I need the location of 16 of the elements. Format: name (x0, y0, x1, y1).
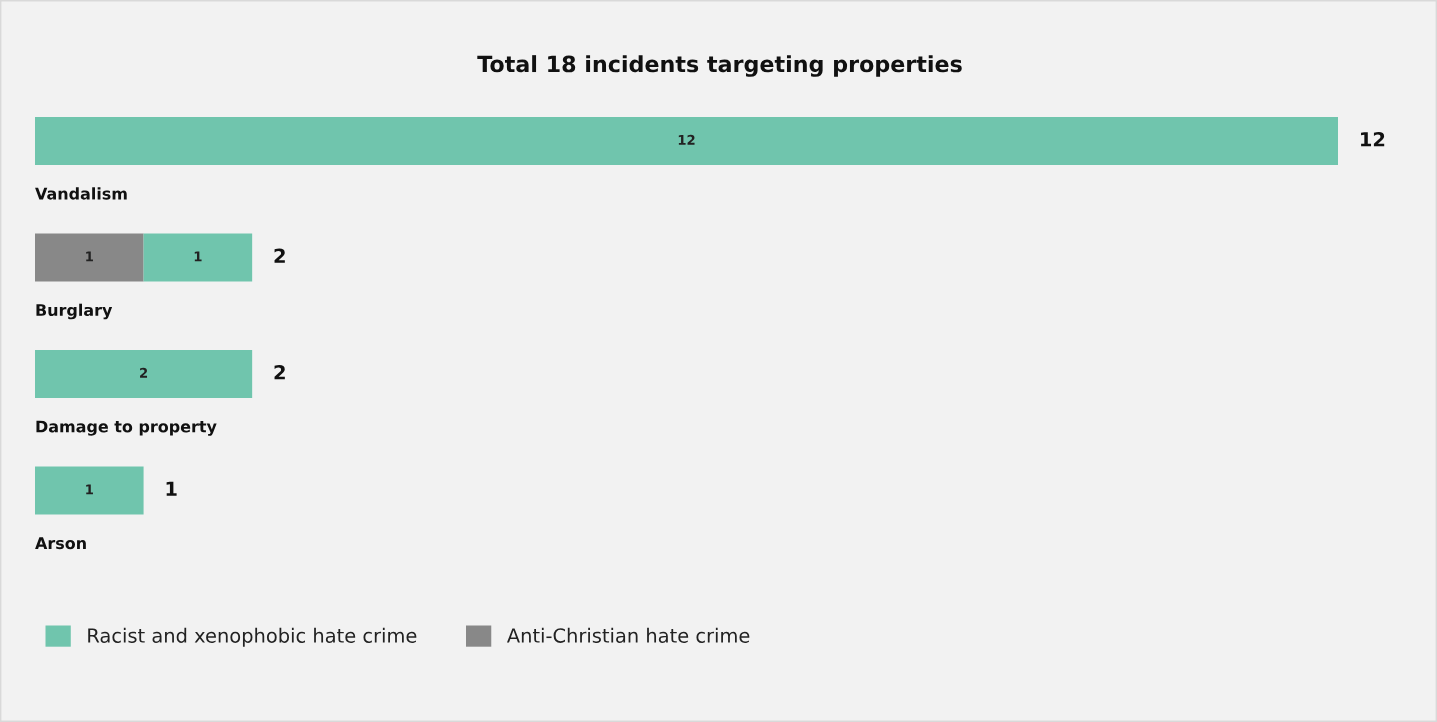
total-label: 2 (274, 248, 285, 263)
data-label: 1 (194, 251, 202, 262)
y-tick-label: Burglary (36, 303, 113, 320)
y-tick-label: Damage to property (36, 420, 217, 436)
chart-title: Total 18 incidents targeting properties (477, 55, 962, 77)
data-label: 12 (678, 134, 695, 145)
total-label: 12 (1361, 131, 1385, 147)
legend-label: Racist and xenophobic hate crime (88, 627, 417, 647)
total-label: 2 (274, 364, 285, 380)
legend-label: Anti-Christian hate crime (506, 627, 750, 643)
y-tick-label: Arson (35, 537, 86, 550)
data-label: 2 (140, 367, 148, 378)
data-label: 1 (86, 251, 93, 262)
data-label: 1 (86, 484, 93, 495)
y-tick-label: Vandalism (35, 187, 127, 200)
total-label: 1 (166, 481, 177, 496)
